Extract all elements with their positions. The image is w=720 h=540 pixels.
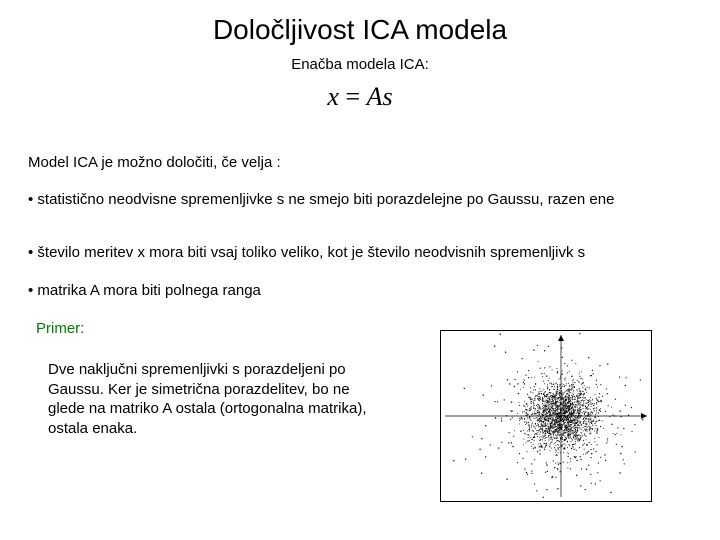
equation: x = As (0, 82, 720, 112)
slide: Določljivost ICA modela Enačba modela IC… (0, 0, 720, 540)
bullet-3: • matrika A mora biti polnega ranga (28, 282, 261, 299)
equation-as: As (367, 82, 393, 111)
conditions-intro: Model ICA je možno določiti, če velja : (28, 154, 281, 171)
bullet-2: • število meritev x mora biti vsaj tolik… (28, 244, 690, 261)
bullet-1: • statistično neodvisne spremenljivke s … (28, 190, 690, 210)
example-label: Primer: (36, 320, 84, 337)
slide-subtitle: Enačba modela ICA: (0, 56, 720, 73)
equation-eq: = (339, 82, 367, 111)
example-text: Dve naključni spremenljivki s porazdelje… (48, 360, 378, 438)
slide-title: Določljivost ICA modela (0, 14, 720, 46)
scatter-plot (440, 330, 652, 502)
scatter-svg (441, 331, 651, 501)
equation-x: x (327, 82, 339, 111)
